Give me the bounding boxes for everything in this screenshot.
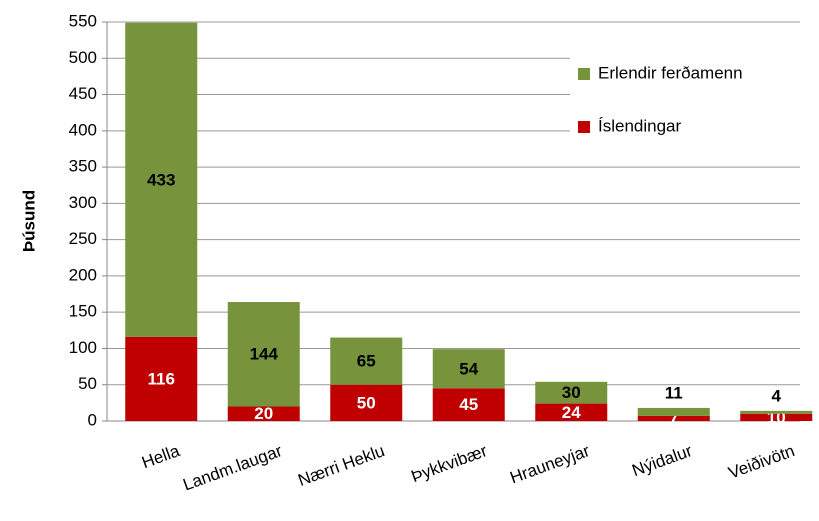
data-label: 11 — [665, 383, 683, 402]
bar-segment — [330, 337, 403, 385]
y-tick-label: 350 — [69, 157, 97, 176]
bar-segment — [330, 384, 403, 421]
y-tick-label: 0 — [88, 410, 97, 429]
bar-segment — [227, 406, 300, 421]
y-tick-label: 50 — [78, 374, 97, 393]
y-tick-label: 300 — [69, 193, 97, 212]
bar-segment — [432, 349, 505, 389]
x-tick-label: Hrauneyjar — [508, 441, 593, 487]
y-tick-label: 150 — [69, 302, 97, 321]
legend-swatch — [578, 68, 590, 80]
bar-segment — [535, 381, 608, 404]
y-tick-label: 450 — [69, 84, 97, 103]
data-label: 10 — [767, 408, 786, 427]
data-label: 50 — [357, 393, 376, 412]
y-tick-label: 550 — [69, 11, 97, 30]
y-tick-label: 250 — [69, 229, 97, 248]
y-tick-label: 200 — [69, 265, 97, 284]
data-label: 144 — [250, 345, 279, 364]
bar-segment — [740, 410, 813, 414]
data-label: 116 — [148, 369, 175, 388]
bar-segment — [637, 415, 710, 421]
data-label: 45 — [459, 395, 478, 414]
legend-swatch — [578, 121, 590, 133]
y-tick-label: 500 — [69, 48, 97, 67]
legend-label: Íslendingar — [598, 116, 682, 135]
bar-segment — [227, 302, 300, 407]
x-tick-label: Veiðivötn — [726, 441, 797, 482]
bar-segment — [432, 388, 505, 421]
x-tick-label: Landm.laugar — [180, 441, 285, 495]
data-label: 30 — [562, 383, 581, 402]
y-tick-label: 400 — [69, 120, 97, 139]
data-label: 65 — [357, 352, 376, 371]
legend-label: Erlendir ferðamenn — [598, 63, 743, 82]
data-label: 433 — [147, 170, 175, 189]
data-label: 20 — [254, 404, 273, 423]
data-label: 54 — [459, 359, 478, 378]
bar-segment — [125, 336, 198, 421]
y-axis-label: Þúsund — [19, 190, 38, 252]
x-tick-label: Þykkvibær — [409, 441, 490, 486]
legend-box — [570, 55, 800, 150]
bar-segment — [637, 407, 710, 416]
data-label: 7 — [669, 409, 678, 428]
x-tick-label: Nærri Heklu — [295, 441, 387, 490]
x-tick-label: Nýidalur — [630, 441, 695, 480]
x-tick-label: Hella — [139, 441, 182, 472]
data-label: 4 — [772, 386, 782, 405]
bar-segment — [535, 403, 608, 421]
data-label: 24 — [562, 403, 581, 422]
bar-segment — [125, 22, 198, 337]
y-tick-label: 100 — [69, 338, 97, 357]
bar-segment — [740, 413, 813, 421]
